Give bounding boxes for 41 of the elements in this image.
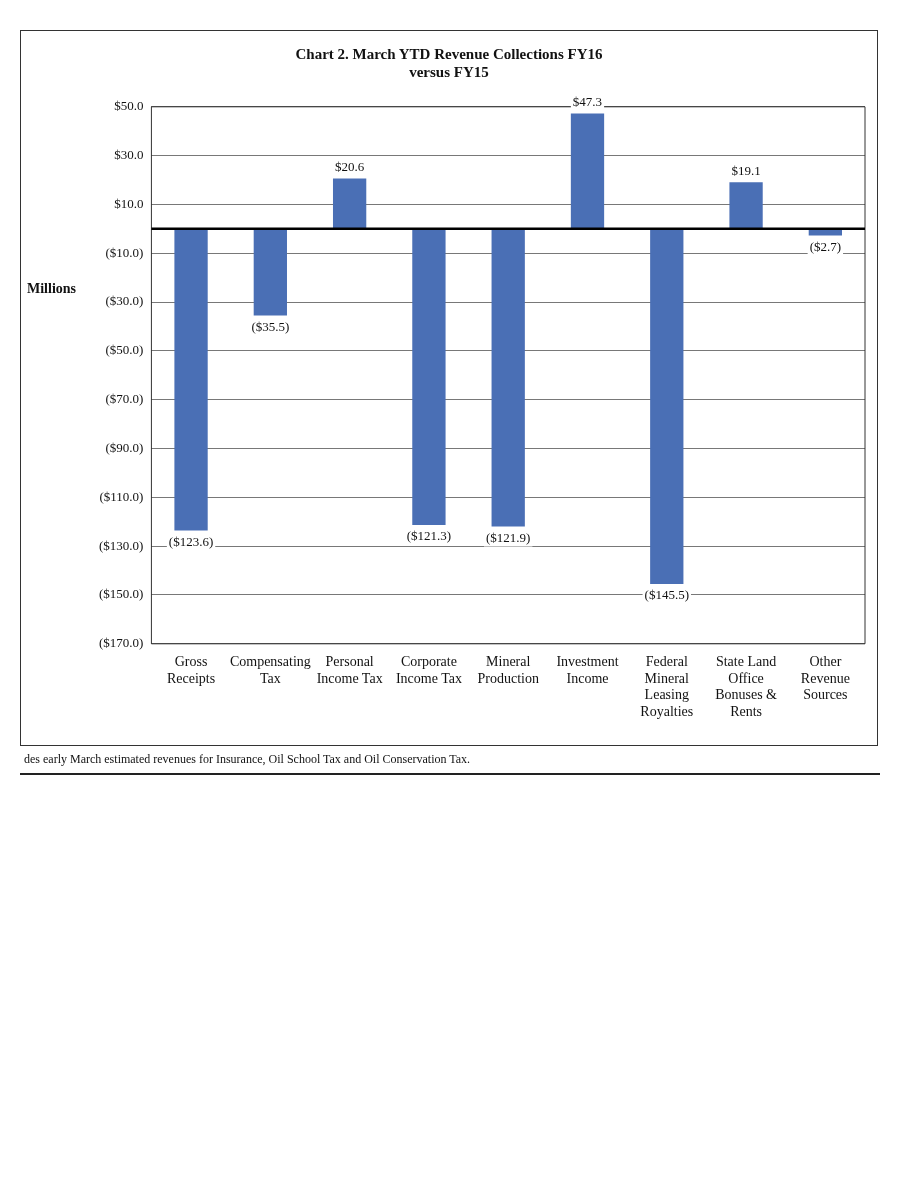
y-tick-label: ($30.0) <box>105 293 144 309</box>
bar <box>332 178 367 229</box>
data-label: $19.1 <box>731 162 761 178</box>
bar <box>491 228 525 527</box>
data-label: ($123.6) <box>168 533 214 549</box>
x-tick-label: Investment Income <box>556 653 619 686</box>
data-label: $47.3 <box>572 93 603 109</box>
y-tick-label: ($150.0) <box>98 586 144 602</box>
bar <box>412 228 446 525</box>
data-label: ($2.7) <box>809 238 842 254</box>
x-tick-label: Personal Income Tax <box>316 653 383 686</box>
y-tick-label: ($170.0) <box>98 635 144 651</box>
x-tick-label: Gross Receipts <box>166 653 216 686</box>
y-tick-label: $50.0 <box>114 98 144 114</box>
data-label: ($121.3) <box>406 528 452 544</box>
data-label: ($121.9) <box>485 529 531 545</box>
y-tick-label: ($70.0) <box>105 391 144 407</box>
y-tick-label: ($90.0) <box>105 439 144 455</box>
bar <box>570 113 605 229</box>
y-tick-label: ($130.0) <box>98 537 144 553</box>
x-tick-label: Other Revenue Sources <box>800 653 850 703</box>
x-tick-label: State Land Office Bonuses & Rents <box>715 653 778 720</box>
y-tick-label: $30.0 <box>114 147 144 163</box>
bar <box>253 228 287 316</box>
data-label: ($35.5) <box>251 318 290 334</box>
data-label: $20.6 <box>335 158 365 174</box>
y-axis-title: Millions <box>27 281 77 297</box>
bar <box>729 182 763 229</box>
x-tick-label: Compensating Tax <box>229 653 311 686</box>
x-tick-label: Corporate Income Tax <box>395 653 462 686</box>
y-tick-label: ($110.0) <box>99 488 144 504</box>
text: des early March estimated revenues for Insurance, Oil School Tax and Oil Conservation Tax. <box>24 752 472 767</box>
data-label: ($145.5) <box>644 587 689 603</box>
chart-title: Chart 2. March YTD Revenue Collections FY16 versus FY15 <box>294 45 604 81</box>
bar <box>174 228 208 531</box>
y-tick-label: $10.0 <box>114 195 144 211</box>
x-tick-label: Mineral Production <box>477 653 539 686</box>
y-tick-label: ($50.0) <box>105 342 144 358</box>
bar <box>650 228 684 584</box>
x-tick-label: Federal Mineral Leasing Royalties <box>640 653 694 720</box>
y-tick-label: ($10.0) <box>105 244 144 260</box>
